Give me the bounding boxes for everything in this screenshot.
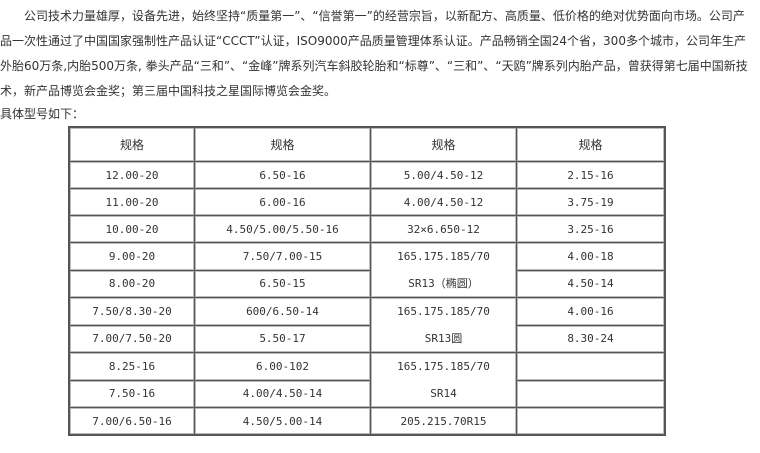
spec-table: 规格 规格 规格 规格 12.00-20 6.50-16 5.00/4.50-12 2.15-…: [68, 126, 666, 436]
table-row: 8.25-16 6.00-102 165.175.185/70 SR14: [68, 352, 666, 408]
column-header: 规格: [68, 126, 195, 162]
table-cell: 6.00-16: [194, 188, 371, 216]
table-cell: 6.50-16: [194, 161, 371, 189]
table-cell: 3.75-19: [516, 188, 666, 216]
table-cell: 8.00-20: [68, 269, 195, 298]
table-cell: 6.00-102: [194, 352, 371, 381]
table-cell: 4.50/5.00/5.50-16: [194, 215, 371, 243]
table-cell: 165.175.185/70 SR14: [370, 352, 517, 408]
table-header-row: 规格 规格 规格 规格: [68, 126, 666, 162]
table-cell: 4.00/4.50-12: [370, 188, 517, 216]
intro-paragraph: 公司技术力量雄厚，设备先进，始终坚持“质量第一”、“信誉第一”的经营宗旨，以新配…: [0, 9, 748, 98]
table-cell: 600/6.50-14: [194, 297, 371, 326]
table-cell: 4.00-18: [516, 242, 666, 271]
table-cell: 11.00-20: [68, 188, 195, 216]
subheading: 具体型号如下：: [0, 107, 85, 121]
table-row: 7.50/8.30-20 600/6.50-14 165.175.185/70 SR1…: [68, 297, 666, 353]
intro-text: 公司技术力量雄厚，设备先进，始终坚持“质量第一”、“信誉第一”的经营宗旨，以新配…: [0, 4, 748, 104]
table-row: 12.00-20 6.50-16 5.00/4.50-12 2.15-16: [68, 161, 666, 189]
table-cell: [516, 379, 666, 408]
table-cell: 10.00-20: [68, 215, 195, 243]
table-cell: 4.00/4.50-14: [194, 379, 371, 408]
table-row: 8.00-20 6.50-15 4.50-14: [68, 269, 666, 298]
column-header: 规格: [516, 126, 666, 162]
cell-line: 165.175.185/70: [397, 360, 490, 373]
table-cell: 7.00/6.50-16: [68, 407, 195, 436]
cell-line: SR14: [430, 387, 457, 400]
table-cell: 6.50-15: [194, 269, 371, 298]
column-header: 规格: [370, 126, 517, 162]
table-cell: 4.50/5.00-14: [194, 407, 371, 436]
table-row: 9.00-20 7.50/7.00-15 165.175.185/70 SR13（椭圆…: [68, 242, 666, 298]
table-cell: 7.50-16: [68, 379, 195, 408]
table-cell: 12.00-20: [68, 161, 195, 189]
column-header: 规格: [194, 126, 371, 162]
table-row: 10.00-20 4.50/5.00/5.50-16 32×6.650-12 3.25…: [68, 215, 666, 243]
table-cell: 7.50/7.00-15: [194, 242, 371, 271]
table-cell: 32×6.650-12: [370, 215, 517, 243]
table-row: 11.00-20 6.00-16 4.00/4.50-12 3.75-19: [68, 188, 666, 216]
table-cell: 5.50-17: [194, 324, 371, 353]
table-row: 7.00/7.50-20 5.50-17 8.30-24: [68, 324, 666, 353]
table-cell: 5.00/4.50-12: [370, 161, 517, 189]
table-cell: 165.175.185/70 SR13（椭圆）: [370, 242, 517, 298]
table-cell: 4.00-16: [516, 297, 666, 326]
table-row: 7.50-16 4.00/4.50-14: [68, 379, 666, 408]
table-cell: [516, 352, 666, 381]
table-cell: 9.00-20: [68, 242, 195, 271]
table-cell: 8.30-24: [516, 324, 666, 353]
table-cell: [516, 407, 666, 436]
cell-line: SR13圆: [424, 332, 463, 345]
table-cell: 3.25-16: [516, 215, 666, 243]
table-row: 7.00/6.50-16 4.50/5.00-14 205.215.70R15: [68, 407, 666, 436]
table-cell: 2.15-16: [516, 161, 666, 189]
cell-line: SR13（椭圆）: [408, 277, 479, 290]
table-cell: 4.50-14: [516, 269, 666, 298]
table-cell: 165.175.185/70 SR13圆: [370, 297, 517, 353]
table-cell: 7.00/7.50-20: [68, 324, 195, 353]
cell-line: 165.175.185/70: [397, 305, 490, 318]
table-cell: 7.50/8.30-20: [68, 297, 195, 326]
table-cell: 205.215.70R15: [370, 407, 517, 436]
table-cell: 8.25-16: [68, 352, 195, 381]
cell-line: 165.175.185/70: [397, 250, 490, 263]
